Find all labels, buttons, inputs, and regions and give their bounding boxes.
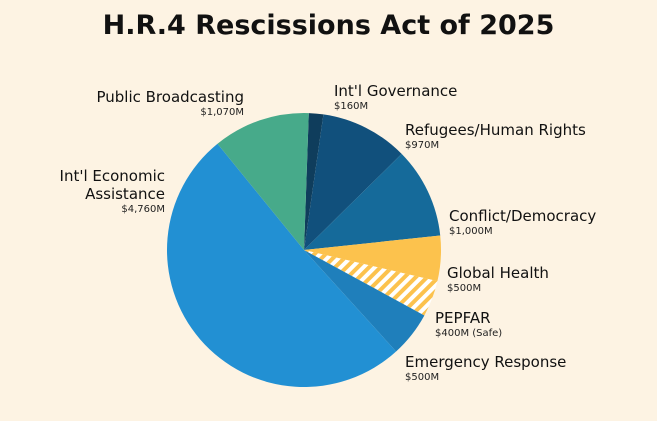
slice-int-l-economic-assistance — [166, 143, 397, 388]
slice-value-conflict-democracy: $1,000M — [449, 226, 493, 237]
slice-label-int-l-economic-assistance: Int'l Economic Assistance — [60, 167, 165, 203]
pie-slices — [166, 112, 442, 388]
slice-value-int-l-governance: $160M — [334, 101, 368, 112]
slice-pepfar — [304, 250, 438, 316]
slice-label-int-l-governance: Int'l Governance — [334, 82, 457, 100]
slice-value-emergency-response: $500M — [405, 372, 439, 383]
slice-global-health — [304, 235, 442, 282]
slice-public-broadcasting — [217, 112, 309, 250]
slice-label-global-health: Global Health — [447, 264, 549, 282]
slice-int-l-governance — [304, 113, 324, 250]
slice-value-pepfar: $400M (Safe) — [435, 328, 502, 339]
slice-value-int-l-economic-assistance: $4,760M — [121, 204, 165, 215]
slice-label-public-broadcasting: Public Broadcasting — [96, 88, 244, 106]
slice-label-pepfar: PEPFAR — [435, 309, 491, 327]
slice-emergency-response — [304, 250, 425, 352]
chart-title: H.R.4 Rescissions Act of 2025 — [102, 10, 555, 41]
slice-label-emergency-response: Emergency Response — [405, 353, 566, 371]
slice-value-refugees-human-rights: $970M — [405, 140, 439, 151]
slice-value-public-broadcasting: $1,070M — [200, 107, 244, 118]
slice-conflict-democracy — [304, 153, 441, 250]
slice-label-conflict-democracy: Conflict/Democracy — [449, 207, 596, 225]
slice-refugees-human-rights — [304, 114, 402, 250]
slice-label-refugees-human-rights: Refugees/Human Rights — [405, 121, 586, 139]
slice-value-global-health: $500M — [447, 283, 481, 294]
pie-labels: Int'l Governance$160M Refugees/Human Righ… — [60, 82, 597, 383]
